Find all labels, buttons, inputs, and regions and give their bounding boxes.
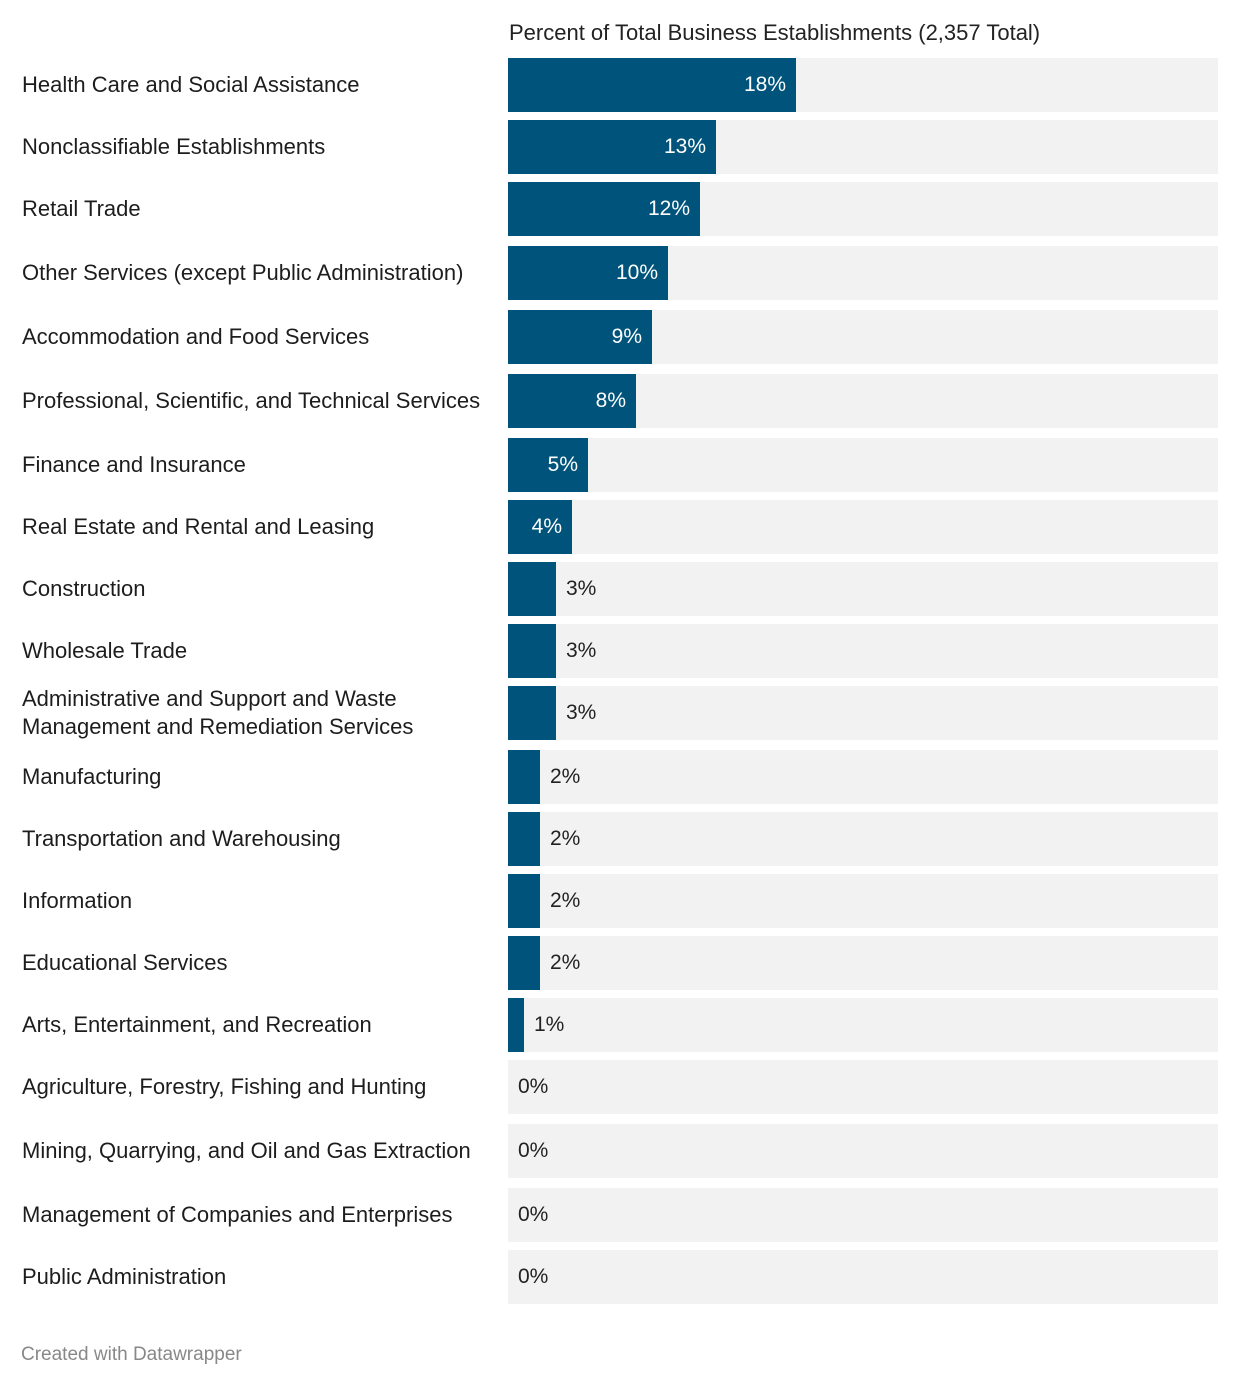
category-label: Public Administration [22, 1264, 227, 1289]
value-label: 10% [615, 261, 658, 284]
bar [508, 374, 636, 428]
bar-row: Other Services (except Public Administra… [0, 246, 1218, 300]
category-label: Wholesale Trade [22, 638, 188, 663]
bar [508, 750, 540, 804]
category-label: Real Estate and Rental and Leasing [22, 514, 375, 539]
bar-track: 2% [508, 874, 1218, 928]
category-label: Arts, Entertainment, and Recreation [22, 1012, 372, 1037]
value-label: 2% [550, 889, 581, 912]
value-label: 5% [547, 453, 578, 476]
bar-row: Finance and Insurance 5% [0, 438, 1218, 492]
value-label: 2% [550, 765, 581, 788]
bar-row: Mining, Quarrying, and Oil and Gas Extra… [0, 1124, 1218, 1178]
value-label: 0% [518, 1075, 549, 1098]
value-label: 18% [743, 73, 786, 96]
bar-track: 3% [508, 624, 1218, 678]
bar [508, 246, 668, 300]
value-label: 2% [550, 827, 581, 850]
bar-track: 2% [508, 750, 1218, 804]
value-label: 2% [550, 951, 581, 974]
value-label: 4% [531, 515, 562, 538]
bar-row: Wholesale Trade 3% [0, 624, 1218, 678]
bar-track: 13% [508, 120, 1218, 174]
bar [508, 500, 572, 554]
value-label: 3% [566, 701, 597, 724]
bar [508, 936, 540, 990]
value-label: 0% [518, 1203, 549, 1226]
bar-row: Construction 3% [0, 562, 1218, 616]
bar [508, 58, 796, 112]
value-label: 1% [534, 1013, 565, 1036]
bar-track: 2% [508, 936, 1218, 990]
value-label: 12% [647, 197, 690, 220]
bar [508, 562, 556, 616]
bar-row: Real Estate and Rental and Leasing 4% [0, 500, 1218, 554]
value-label: 0% [518, 1139, 549, 1162]
bar-track: 4% [508, 500, 1218, 554]
bar-track: 3% [508, 686, 1218, 740]
bar-row: Administrative and Support and Waste Man… [0, 686, 1218, 740]
bar-row: Retail Trade 12% [0, 182, 1218, 236]
bar-track: 0% [508, 1188, 1218, 1242]
category-label: Retail Trade [22, 196, 141, 221]
value-label: 3% [566, 577, 597, 600]
bar [508, 120, 716, 174]
category-label: Health Care and Social Assistance [22, 72, 360, 97]
category-label: Manufacturing [22, 764, 162, 789]
bar-row: Information 2% [0, 874, 1218, 928]
category-label: Information [22, 888, 133, 913]
category-label: Transportation and Warehousing [22, 826, 341, 851]
bar-row: Manufacturing 2% [0, 750, 1218, 804]
bar-row: Nonclassifiable Establishments 13% [0, 120, 1218, 174]
bar [508, 998, 524, 1052]
value-label: 0% [518, 1265, 549, 1288]
bar [508, 438, 588, 492]
category-label: Administrative and Support and Waste Man… [22, 686, 414, 739]
bar-row: Transportation and Warehousing 2% [0, 812, 1218, 866]
category-label: Mining, Quarrying, and Oil and Gas Extra… [22, 1138, 471, 1163]
value-label: 13% [663, 135, 706, 158]
category-label: Professional, Scientific, and Technical … [22, 388, 481, 413]
category-label: Educational Services [22, 950, 228, 975]
category-label: Agriculture, Forestry, Fishing and Hunti… [22, 1074, 427, 1099]
category-label: Construction [22, 576, 146, 601]
bar-track: 2% [508, 812, 1218, 866]
bar-row: Educational Services 2% [0, 936, 1218, 990]
chart-title: Percent of Total Business Establishments… [509, 20, 1041, 45]
bar [508, 310, 652, 364]
bar-track: 1% [508, 998, 1218, 1052]
bar-track: 12% [508, 182, 1218, 236]
bar [508, 182, 700, 236]
category-label: Nonclassifiable Establishments [22, 134, 326, 159]
bar-track: 5% [508, 438, 1218, 492]
category-label: Management of Companies and Enterprises [22, 1202, 453, 1227]
bar-track: 8% [508, 374, 1218, 428]
datawrapper-credit[interactable]: Created with Datawrapper [21, 1344, 242, 1365]
bar-row: Arts, Entertainment, and Recreation 1% [0, 998, 1218, 1052]
bar-row: Agriculture, Forestry, Fishing and Hunti… [0, 1060, 1218, 1114]
bar [508, 812, 540, 866]
bar [508, 686, 556, 740]
value-label: 3% [566, 639, 597, 662]
bar-track: 10% [508, 246, 1218, 300]
bar-track: 9% [508, 310, 1218, 364]
bar-row: Accommodation and Food Services 9% [0, 310, 1218, 364]
bar-track: 18% [508, 58, 1218, 112]
bar-row: Professional, Scientific, and Technical … [0, 374, 1218, 428]
bar [508, 874, 540, 928]
bar-track: 0% [508, 1060, 1218, 1114]
bar-row: Public Administration 0% [0, 1250, 1218, 1304]
bar-track: 0% [508, 1124, 1218, 1178]
bar [508, 624, 556, 678]
bar-row: Management of Companies and Enterprises 0… [0, 1188, 1218, 1242]
value-label: 9% [611, 325, 642, 348]
value-label: 8% [595, 389, 626, 412]
bar-track: 0% [508, 1250, 1218, 1304]
bar-track: 3% [508, 562, 1218, 616]
category-label: Accommodation and Food Services [22, 324, 370, 349]
category-label: Finance and Insurance [22, 452, 246, 477]
bar-row: Health Care and Social Assistance 18% [0, 58, 1218, 112]
category-label: Other Services (except Public Administra… [22, 260, 464, 285]
